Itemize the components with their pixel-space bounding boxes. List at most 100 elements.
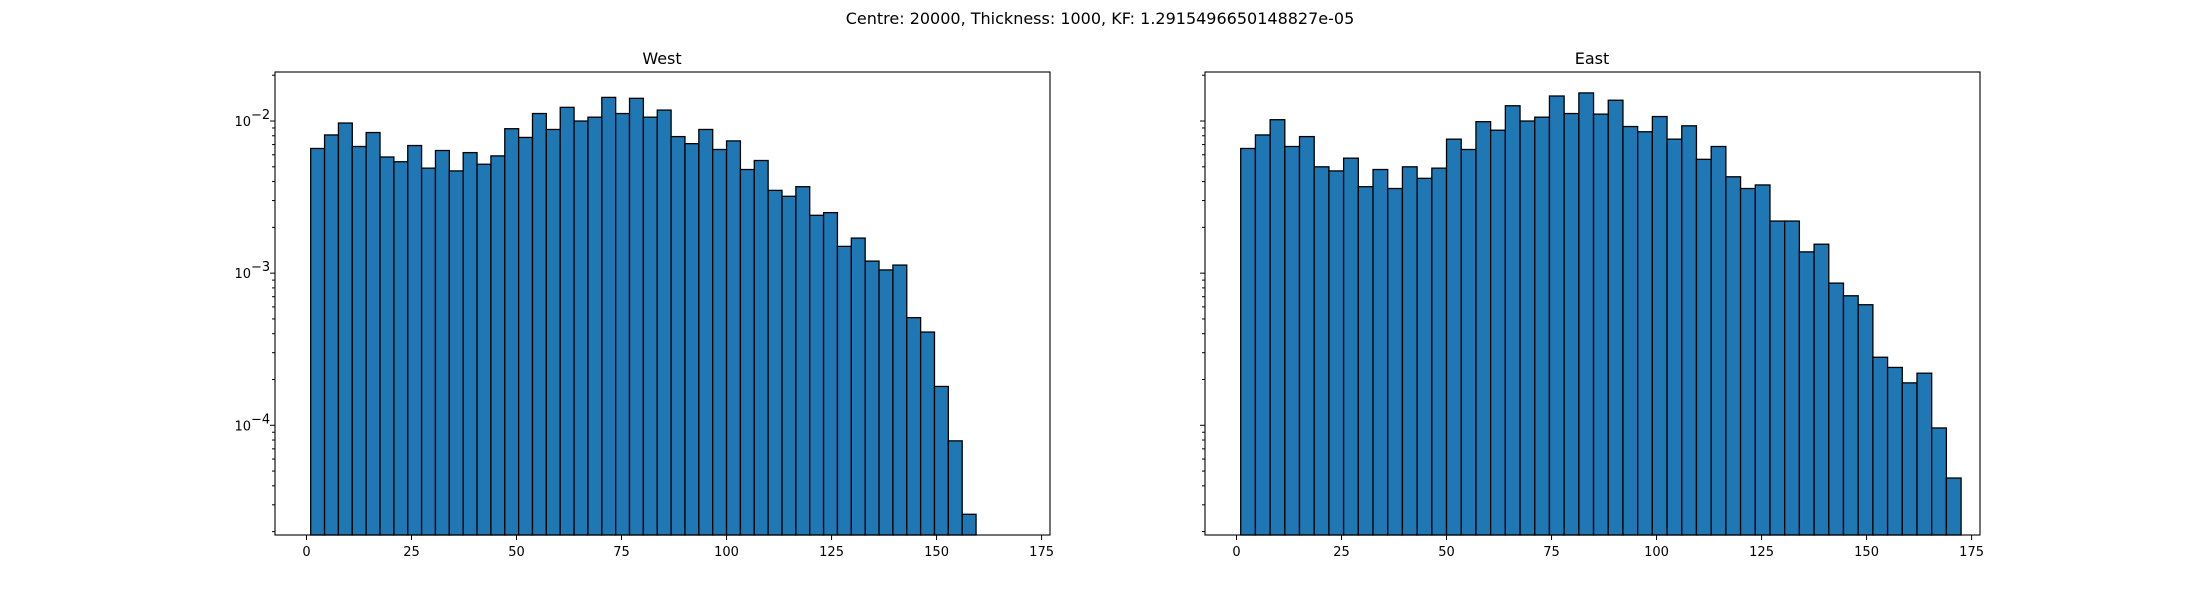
east-bar-24 [1592,113,1609,536]
west-bar-45 [933,385,949,536]
west-bars [310,96,977,536]
west-xtick-label-2: 50 [508,545,525,560]
west-bar-36 [809,214,825,536]
east-bars [1240,92,1962,536]
west-bar-21 [601,96,617,536]
east-xtick-label-5: 125 [1749,545,1774,560]
east-panel: East 0 25 50 75 100 125 150 175 [1200,49,1984,560]
west-y-axis: 10−410−310−2 [234,74,275,533]
west-bar-18 [559,106,575,536]
east-bar-32 [1710,145,1727,536]
east-bar-6 [1328,170,1345,536]
east-bar-11 [1401,166,1418,536]
west-xtick-label-4: 100 [714,545,739,560]
east-x-axis: 0 25 50 75 100 125 150 175 [1232,535,1984,560]
east-bar-19 [1519,120,1536,536]
west-bar-17 [545,128,561,536]
west-panel: West 0 25 50 75 100 125 150 175 10−410−310−2 [234,49,1054,560]
east-bar-44 [1886,366,1903,536]
west-bar-41 [878,269,894,536]
east-xtick-label-1: 25 [1333,545,1350,560]
west-bar-10 [448,170,464,536]
west-x-axis: 0 25 50 75 100 125 150 175 [302,535,1054,560]
east-bar-25 [1607,99,1624,536]
east-bar-7 [1342,157,1359,536]
west-axes-frame [274,71,1051,536]
east-bar-48 [1945,477,1962,536]
west-bar-35 [795,186,811,536]
east-bar-43 [1872,356,1889,536]
west-bar-27 [684,142,700,536]
west-bar-34 [781,195,797,536]
east-bar-12 [1416,177,1433,536]
west-xtick-label-0: 0 [302,545,310,560]
west-bar-4 [365,131,381,536]
west-bar-16 [531,112,548,536]
east-bar-0 [1240,147,1257,536]
east-bar-13 [1431,167,1448,536]
west-bar-22 [615,112,631,536]
west-bar-20 [587,116,603,536]
west-bar-14 [504,128,520,536]
east-bar-14 [1445,138,1462,536]
west-bar-43 [906,316,922,536]
west-bar-44 [919,331,936,536]
east-xtick-label-3: 75 [1543,545,1560,560]
east-bar-8 [1357,186,1374,536]
west-xtick-label-3: 75 [613,545,630,560]
west-xtick-label-6: 150 [924,545,949,560]
east-bar-36 [1769,220,1786,536]
figure-title: Centre: 20000, Thickness: 1000, KF: 1.29… [846,9,1355,28]
west-bar-0 [310,147,326,536]
west-bar-33 [767,189,783,536]
west-bar-1 [323,134,340,536]
east-bar-20 [1534,116,1551,536]
east-xtick-label-7: 175 [1959,545,1984,560]
east-bar-15 [1460,148,1477,536]
east-xtick-label-0: 0 [1232,545,1240,560]
west-bar-8 [420,167,437,536]
west-bar-28 [698,128,714,536]
west-bar-7 [407,144,423,536]
east-bar-18 [1504,105,1521,536]
west-bar-24 [642,116,658,536]
west-bar-15 [517,136,534,536]
east-bar-16 [1475,121,1492,536]
west-bar-19 [573,120,589,536]
east-xtick-label-2: 50 [1438,545,1455,560]
west-bar-30 [725,140,742,536]
east-bar-27 [1637,131,1654,536]
east-bar-5 [1313,166,1330,536]
east-title: East [1575,49,1610,68]
west-ytick-exponent-1: −3 [251,260,270,275]
east-bar-4 [1298,135,1315,536]
east-axes-frame [1204,71,1981,536]
east-bar-38 [1798,251,1815,536]
west-bar-6 [393,161,409,536]
west-bar-3 [351,145,367,536]
west-bar-25 [656,109,672,536]
east-y-axis [1200,74,1205,533]
east-bar-9 [1372,168,1389,536]
west-xtick-label-5: 125 [819,545,844,560]
west-bar-47 [961,513,977,536]
east-bar-42 [1857,304,1874,536]
east-bar-41 [1842,295,1859,536]
west-ytick-exponent-0: −4 [251,412,270,427]
west-title: West [642,49,681,68]
west-ytick-label-0: 10 [234,419,251,434]
west-bar-29 [712,148,728,536]
east-bar-1 [1254,134,1271,536]
east-bar-28 [1651,115,1668,536]
west-bar-5 [379,156,395,536]
east-bar-23 [1578,92,1595,536]
west-xtick-label-1: 25 [403,545,420,560]
west-bar-42 [892,264,908,536]
east-bar-45 [1901,382,1918,536]
west-bar-39 [850,237,866,536]
west-ytick-label-2: 10 [234,115,251,130]
west-bar-11 [462,151,478,536]
west-bar-13 [490,155,506,536]
west-bar-2 [337,122,353,536]
east-bar-10 [1387,187,1404,536]
